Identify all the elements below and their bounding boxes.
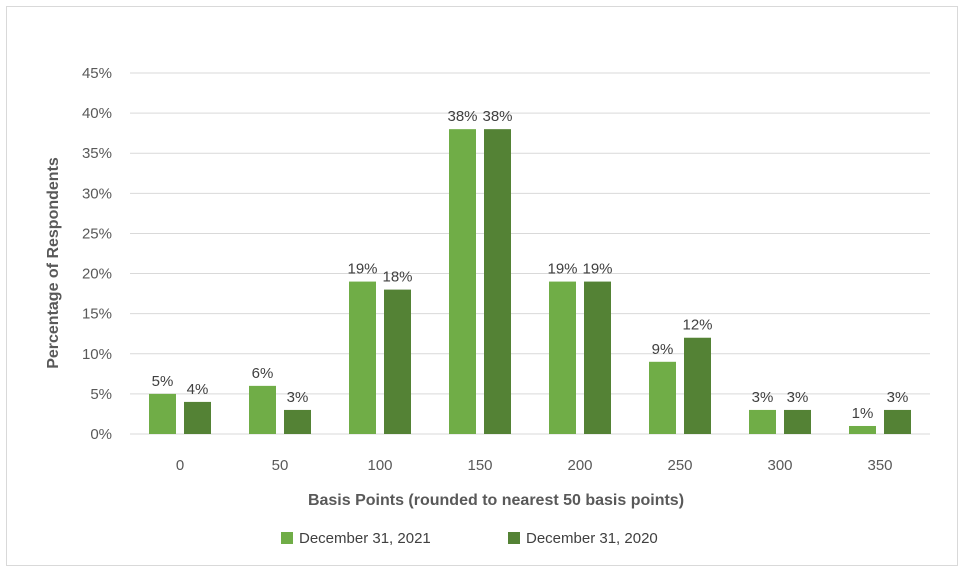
data-label: 38%	[482, 108, 512, 125]
bar	[384, 289, 411, 434]
legend-swatch	[508, 532, 520, 544]
data-label: 4%	[187, 381, 209, 398]
bar	[584, 281, 611, 434]
bar	[349, 281, 376, 434]
x-tick-label: 150	[467, 457, 492, 474]
x-tick-label: 50	[272, 457, 289, 474]
x-tick-label: 350	[867, 457, 892, 474]
bar	[249, 385, 276, 434]
bar	[884, 409, 911, 434]
x-tick-label: 250	[667, 457, 692, 474]
data-label: 6%	[252, 365, 274, 382]
data-label: 3%	[287, 389, 309, 406]
data-labels: 5% 4% 6% 3% 19% 18% 38% 38% 19% 19% 9% 12% 3% 3% 1% 3%	[152, 108, 909, 422]
x-axis-ticks: 0 50 100 150 200 250 300 350	[176, 457, 893, 474]
x-axis-title: Basis Points (rounded to nearest 50 basi…	[308, 492, 684, 509]
bar	[184, 401, 211, 434]
bar	[149, 393, 176, 434]
y-tick-label: 35%	[82, 145, 112, 162]
bar	[449, 129, 476, 434]
y-tick-label: 10%	[82, 346, 112, 363]
data-label: 18%	[382, 269, 412, 286]
legend-swatch	[281, 532, 293, 544]
y-axis-ticks: 0% 5% 10% 15% 20% 25% 30% 35% 40% 45%	[82, 65, 112, 443]
x-tick-label: 100	[367, 457, 392, 474]
data-label: 3%	[787, 389, 809, 406]
x-tick-label: 200	[567, 457, 592, 474]
data-label: 12%	[682, 317, 712, 334]
data-label: 19%	[547, 261, 577, 278]
y-tick-label: 15%	[82, 306, 112, 323]
data-label: 3%	[887, 389, 909, 406]
legend: December 31, 2021 December 31, 2020	[281, 530, 658, 547]
legend-label: December 31, 2021	[299, 530, 431, 547]
y-tick-label: 20%	[82, 266, 112, 283]
data-label: 1%	[852, 405, 874, 422]
y-tick-label: 30%	[82, 185, 112, 202]
x-tick-label: 0	[176, 457, 184, 474]
bar	[784, 409, 811, 434]
data-label: 19%	[347, 261, 377, 278]
y-tick-label: 5%	[90, 386, 112, 403]
chart-frame	[6, 6, 958, 566]
bar	[749, 409, 776, 434]
bar	[849, 425, 876, 434]
bars	[149, 129, 911, 434]
legend-label: December 31, 2020	[526, 530, 658, 547]
bar	[649, 361, 676, 434]
bar	[684, 337, 711, 434]
bar	[484, 129, 511, 434]
bar	[284, 409, 311, 434]
data-label: 9%	[652, 341, 674, 358]
data-label: 3%	[752, 389, 774, 406]
gridlines	[130, 72, 930, 435]
y-tick-label: 0%	[90, 426, 112, 443]
x-tick-label: 300	[767, 457, 792, 474]
bar	[549, 281, 576, 434]
y-axis-title: Percentage of Respondents	[45, 157, 62, 369]
data-label: 38%	[447, 108, 477, 125]
y-tick-label: 40%	[82, 105, 112, 122]
y-tick-label: 25%	[82, 225, 112, 242]
y-tick-label: 45%	[82, 65, 112, 82]
data-label: 5%	[152, 373, 174, 390]
data-label: 19%	[582, 261, 612, 278]
